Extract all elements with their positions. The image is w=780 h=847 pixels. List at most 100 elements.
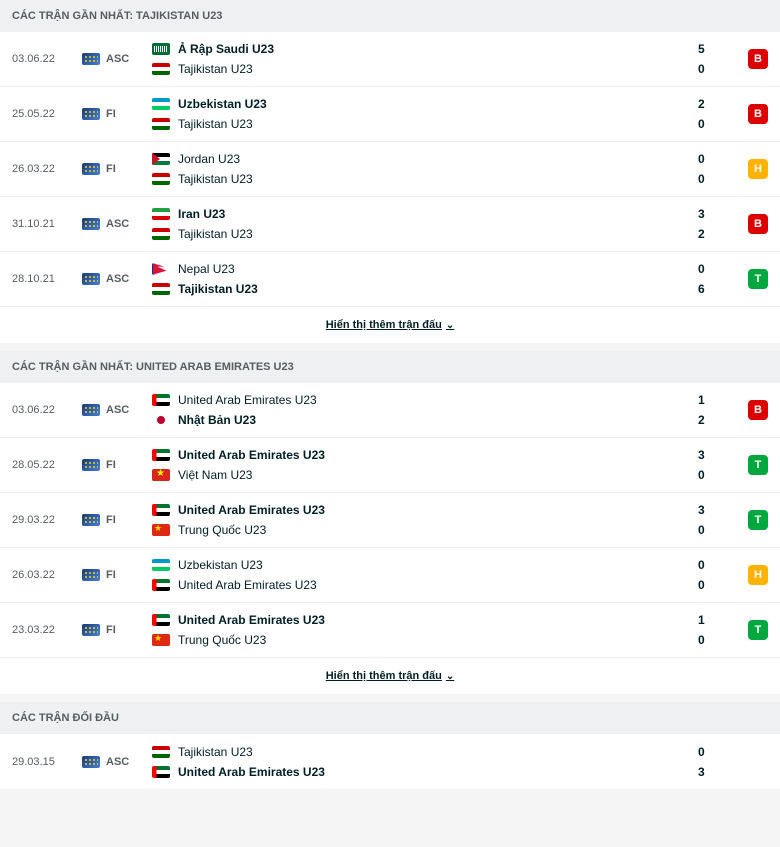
show-more-label: Hiển thị thêm trận đấu [326, 670, 442, 682]
team-row: Tajikistan U23 [152, 227, 698, 241]
match-history-container: CÁC TRẬN GẦN NHẤT: TAJIKISTAN U23 03.06.2… [0, 0, 780, 789]
chevron-down-icon: ⌄ [446, 320, 454, 331]
flag-icon [152, 263, 170, 275]
league-icon [82, 514, 100, 526]
team-row: Việt Nam U23 [152, 468, 698, 482]
team-name: Tajikistan U23 [178, 172, 253, 186]
team-name: Tajikistan U23 [178, 227, 253, 241]
match-date: 03.06.22 [12, 404, 82, 416]
league-icon [82, 569, 100, 581]
chevron-down-icon: ⌄ [446, 671, 454, 682]
team-name: Tajikistan U23 [178, 62, 253, 76]
teams: Uzbekistan U23Tajikistan U23 [152, 97, 698, 131]
score: 2 [698, 97, 738, 111]
flag-icon [152, 469, 170, 481]
team-row: Tajikistan U23 [152, 172, 698, 186]
show-more-button[interactable]: Hiển thị thêm trận đấu ⌄ [0, 658, 780, 694]
match-row[interactable]: 28.10.21ASCNepal U23Tajikistan U2306T [0, 252, 780, 307]
league: FI [82, 514, 152, 526]
team-name: United Arab Emirates U23 [178, 503, 325, 517]
section-header: CÁC TRẬN GẦN NHẤT: TAJIKISTAN U23 [0, 0, 780, 32]
league-icon [82, 624, 100, 636]
league-label: ASC [106, 404, 129, 416]
league-icon [82, 218, 100, 230]
league: ASC [82, 756, 152, 768]
team-row: Trung Quốc U23 [152, 633, 698, 647]
team-row: United Arab Emirates U23 [152, 393, 698, 407]
match-date: 29.03.15 [12, 756, 82, 768]
result-badge: B [748, 214, 768, 234]
league-label: FI [106, 569, 116, 581]
result-badge: T [748, 269, 768, 289]
league-label: ASC [106, 273, 129, 285]
result-badge: B [748, 400, 768, 420]
team-name: United Arab Emirates U23 [178, 578, 317, 592]
match-row[interactable]: 29.03.15ASCTajikistan U23United Arab Emi… [0, 734, 780, 789]
team-row: United Arab Emirates U23 [152, 613, 698, 627]
score: 0 [698, 578, 738, 592]
league-icon [82, 163, 100, 175]
team-row: Nepal U23 [152, 262, 698, 276]
score: 3 [698, 765, 738, 779]
match-row[interactable]: 31.10.21ASCIran U23Tajikistan U2332B [0, 197, 780, 252]
match-row[interactable]: 23.03.22FIUnited Arab Emirates U23Trung … [0, 603, 780, 658]
team-name: Iran U23 [178, 207, 225, 221]
team-name: Nepal U23 [178, 262, 235, 276]
result: H [738, 159, 768, 179]
league-label: FI [106, 514, 116, 526]
flag-icon [152, 173, 170, 185]
league-icon [82, 404, 100, 416]
scores: 00 [698, 152, 738, 186]
score: 0 [698, 745, 738, 759]
show-more-button[interactable]: Hiển thị thêm trận đấu ⌄ [0, 307, 780, 343]
flag-icon [152, 579, 170, 591]
match-row[interactable]: 26.03.22FIJordan U23Tajikistan U2300H [0, 142, 780, 197]
result: B [738, 400, 768, 420]
team-row: Tajikistan U23 [152, 745, 698, 759]
flag-icon [152, 63, 170, 75]
team-name: Uzbekistan U23 [178, 558, 263, 572]
flag-icon [152, 283, 170, 295]
result: B [738, 49, 768, 69]
match-row[interactable]: 25.05.22FIUzbekistan U23Tajikistan U2320… [0, 87, 780, 142]
team-name: Tajikistan U23 [178, 117, 253, 131]
team-row: Nhật Bản U23 [152, 413, 698, 427]
teams: United Arab Emirates U23 Nhật Bản U23 [152, 393, 698, 427]
score: 0 [698, 117, 738, 131]
league: FI [82, 624, 152, 636]
league: ASC [82, 273, 152, 285]
scores: 12 [698, 393, 738, 427]
league-label: ASC [106, 53, 129, 65]
result-badge: B [748, 49, 768, 69]
score: 5 [698, 42, 738, 56]
show-more-label: Hiển thị thêm trận đấu [326, 319, 442, 331]
match-row[interactable]: 03.06.22 ASC United Arab Emirates U23 Nhật … [0, 383, 780, 438]
result: T [738, 620, 768, 640]
scores: 00 [698, 558, 738, 592]
result: B [738, 104, 768, 124]
league-icon [82, 53, 100, 65]
teams: Uzbekistan U23 United Arab Emirates U23 [152, 558, 698, 592]
match-row[interactable]: 26.03.22 FI Uzbekistan U23 United Arab Emir… [0, 548, 780, 603]
team-name: Jordan U23 [178, 152, 240, 166]
match-row[interactable]: 29.03.22FIUnited Arab Emirates U23Trung … [0, 493, 780, 548]
league: FI [82, 569, 152, 581]
flag-icon [152, 634, 170, 646]
result: B [738, 214, 768, 234]
result-badge: T [748, 510, 768, 530]
flag-icon [152, 98, 170, 110]
teams: Ả Rập Saudi U23Tajikistan U23 [152, 42, 698, 76]
team-row: United Arab Emirates U23 [152, 503, 698, 517]
result: H [738, 565, 768, 585]
teams: Jordan U23 Tajikistan U23 [152, 152, 698, 186]
match-date: 26.03.22 [12, 569, 82, 581]
league: ASC [82, 218, 152, 230]
match-date: 29.03.22 [12, 514, 82, 526]
flag-icon [152, 449, 170, 461]
match-row[interactable]: 03.06.22ASCẢ Rập Saudi U23Tajikistan U23… [0, 32, 780, 87]
match-date: 26.03.22 [12, 163, 82, 175]
match-row[interactable]: 28.05.22FIUnited Arab Emirates U23Việt N… [0, 438, 780, 493]
score: 2 [698, 227, 738, 241]
flag-icon [152, 208, 170, 220]
scores: 20 [698, 97, 738, 131]
